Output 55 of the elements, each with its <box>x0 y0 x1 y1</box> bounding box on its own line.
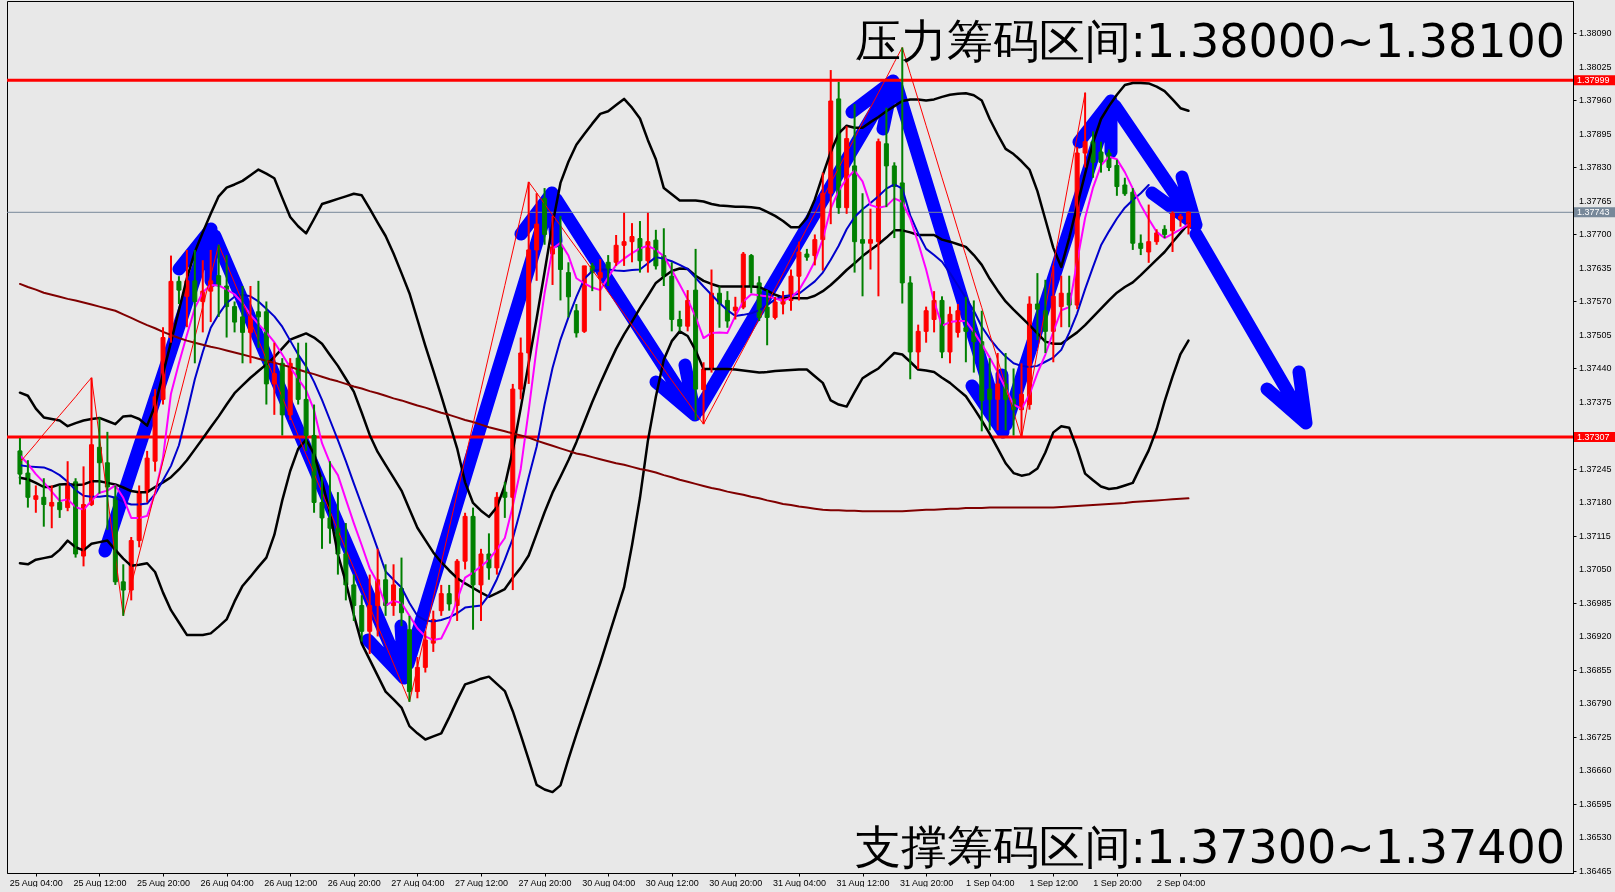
y-tick-label: 1.36985 <box>1579 597 1612 608</box>
x-tick-label: 1 Sep 20:00 <box>1093 877 1142 888</box>
x-tick-label: 26 Aug 20:00 <box>327 877 381 888</box>
y-tick-label: 1.37830 <box>1579 162 1612 173</box>
y-tick-label: 1.36855 <box>1579 664 1612 675</box>
y-tick-label: 1.37960 <box>1579 95 1612 106</box>
y-tick-label: 1.36465 <box>1579 865 1612 876</box>
y-tick-label: 1.37050 <box>1579 564 1612 575</box>
y-tick-label: 1.38090 <box>1579 28 1612 39</box>
candlestick <box>804 247 810 262</box>
y-tick-label: 1.37115 <box>1579 530 1611 541</box>
y-tick-label: 1.37895 <box>1579 128 1612 139</box>
y-tick-label: 1.37180 <box>1579 497 1612 508</box>
y-tick-label: 1.37765 <box>1579 195 1612 206</box>
line-series <box>18 81 1190 519</box>
x-tick-label: 30 Aug 20:00 <box>709 877 763 888</box>
x-tick-label: 1 Sep 12:00 <box>1029 877 1079 888</box>
candlestick <box>621 211 627 267</box>
y-tick-label: 1.36920 <box>1579 631 1612 642</box>
y-tick-label: 1.37700 <box>1579 229 1612 240</box>
x-tick-label: 26 Aug 04:00 <box>200 877 254 888</box>
x-tick-label: 27 Aug 20:00 <box>518 877 572 888</box>
y-tick-label: 1.36530 <box>1579 832 1612 843</box>
y-tick-label: 1.38025 <box>1579 61 1612 72</box>
x-tick-label: 27 Aug 12:00 <box>454 877 509 888</box>
candlestick <box>963 295 969 364</box>
y-tick-label: 1.36595 <box>1579 798 1612 809</box>
ref-line-label: 1.37743 <box>1577 207 1610 218</box>
ref-line-label: 1.37307 <box>1577 432 1610 442</box>
x-tick-label: 30 Aug 12:00 <box>645 877 699 888</box>
x-tick-label: 30 Aug 04:00 <box>582 877 636 888</box>
y-tick-label: 1.37245 <box>1579 463 1612 474</box>
ref-line-label: 1.37999 <box>1577 75 1610 86</box>
x-tick-label: 26 Aug 12:00 <box>264 877 318 888</box>
annotation: 压力筹码区间:1.38000~1.38100 <box>854 14 1565 68</box>
x-tick-label: 27 Aug 04:00 <box>391 877 445 888</box>
x-tick-label: 31 Aug 04:00 <box>772 877 826 888</box>
y-tick-label: 1.37505 <box>1579 329 1612 340</box>
y-tick-label: 1.37440 <box>1579 363 1612 374</box>
x-tick-label: 31 Aug 20:00 <box>900 877 954 888</box>
line-series <box>18 330 1190 794</box>
y-tick-label: 1.36725 <box>1579 731 1612 742</box>
y-tick-label: 1.37375 <box>1579 396 1612 407</box>
x-tick-label: 25 Aug 20:00 <box>137 877 191 888</box>
annotation: 支撑筹码区间:1.37300~1.37400 <box>854 820 1565 874</box>
x-tick-label: 25 Aug 12:00 <box>73 877 127 888</box>
x-tick-label: 25 Aug 04:00 <box>9 877 63 888</box>
y-tick-label: 1.36790 <box>1579 698 1612 709</box>
x-tick-label: 2 Sep 04:00 <box>1156 877 1206 888</box>
line-series <box>18 282 1190 513</box>
y-tick-label: 1.37635 <box>1579 262 1612 273</box>
y-tick-label: 1.36660 <box>1579 765 1612 776</box>
y-tick-label: 1.37570 <box>1579 296 1612 307</box>
x-tick-label: 1 Sep 04:00 <box>965 877 1015 888</box>
x-tick-label: 31 Aug 12:00 <box>836 877 890 888</box>
